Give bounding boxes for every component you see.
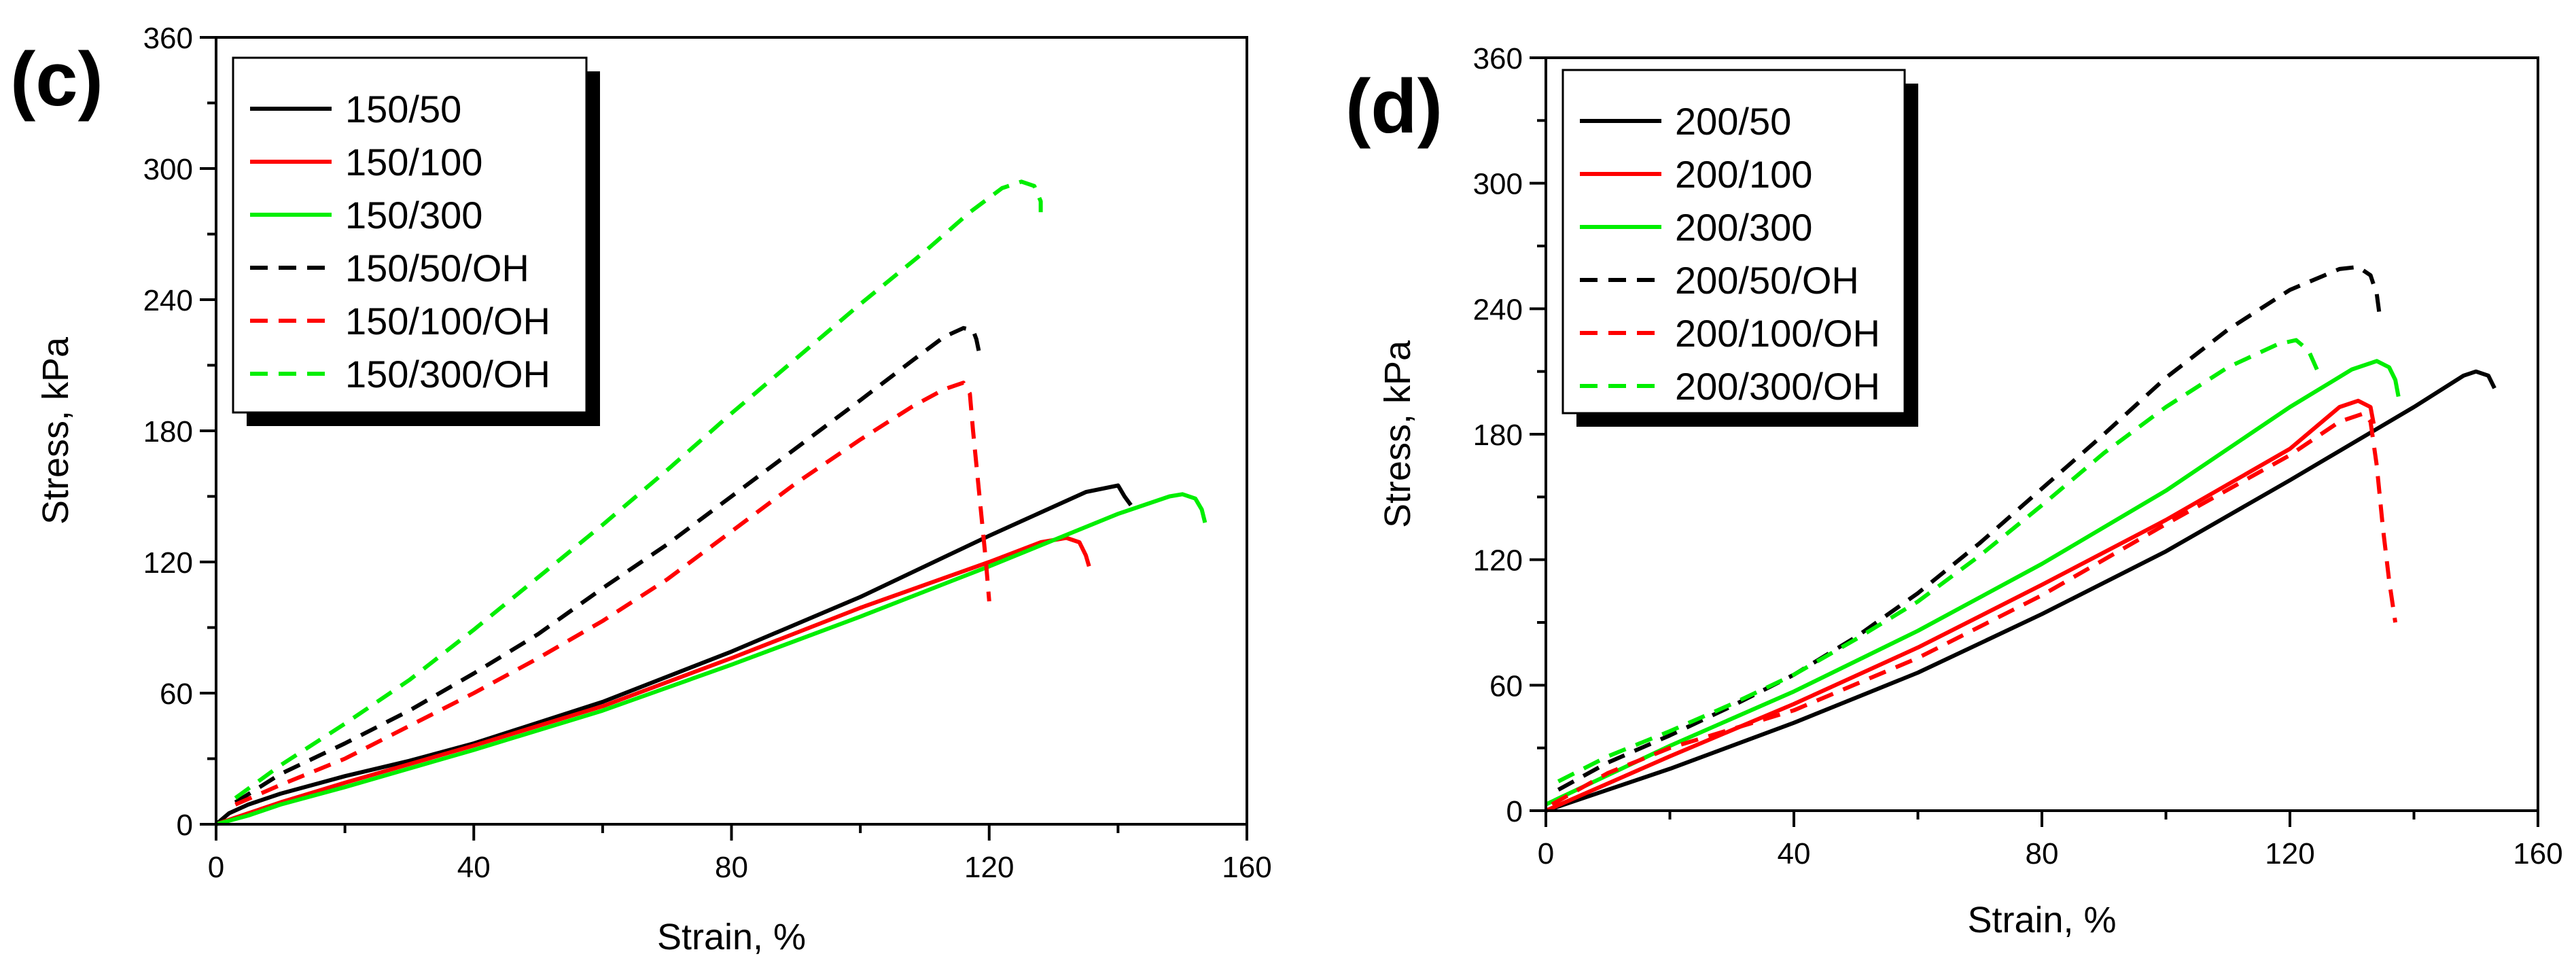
x-tick-label: 0 xyxy=(208,851,224,884)
legend-box xyxy=(232,56,588,414)
y-tick-label: 240 xyxy=(1473,293,1523,326)
y-tick-label: 120 xyxy=(1473,544,1523,578)
legend-label: 200/300/OH xyxy=(1675,365,1880,408)
x-tick-label: 80 xyxy=(2026,837,2059,870)
x-tick-label: 40 xyxy=(1778,837,1811,870)
y-tick-label: 60 xyxy=(160,677,193,711)
x-tick-label: 160 xyxy=(1222,851,1271,884)
legend: 200/50 200/100 200/300 200/50/OH 200/100/OH 2… xyxy=(1562,69,1918,427)
y-tick-label: 60 xyxy=(1489,669,1523,703)
series-line-200-300-oh xyxy=(1557,338,2320,783)
legend-label: 150/50 xyxy=(345,88,461,130)
series-line-200-50 xyxy=(1545,369,2496,813)
x-tick-label: 80 xyxy=(715,851,748,884)
panel-label: (c) xyxy=(10,37,103,122)
x-tick-label: 160 xyxy=(2513,837,2562,870)
y-axis-title: Stress, kPa xyxy=(35,336,76,525)
y-tick-label: 180 xyxy=(1473,419,1523,452)
legend-label: 200/100 xyxy=(1675,153,1812,196)
series-line-150-100 xyxy=(215,535,1091,826)
series-line-200-100 xyxy=(1545,398,2376,813)
legend-label: 150/100/OH xyxy=(345,300,550,342)
y-tick-label: 0 xyxy=(177,809,193,842)
y-tick-label: 360 xyxy=(143,22,193,55)
legend-label: 150/100 xyxy=(345,141,482,183)
series-line-150-50-oh xyxy=(234,325,982,805)
y-tick-label: 180 xyxy=(143,415,193,448)
series-line-150-300 xyxy=(215,492,1207,826)
x-axis-title: Strain, % xyxy=(1967,900,2116,940)
series-line-150-50 xyxy=(215,483,1133,826)
x-tick-label: 40 xyxy=(457,851,491,884)
y-tick-label: 300 xyxy=(143,153,193,186)
series-line-150-100-oh xyxy=(234,381,991,807)
x-tick-label: 120 xyxy=(2265,837,2314,870)
series-line-200-50-oh xyxy=(1557,264,2382,792)
y-tick-label: 240 xyxy=(143,284,193,317)
series-line-200-300 xyxy=(1545,359,2401,807)
x-tick-label: 0 xyxy=(1538,837,1554,870)
legend-label: 200/50/OH xyxy=(1675,259,1859,302)
y-axis-title: Stress, kPa xyxy=(1377,340,1418,528)
y-tick-label: 120 xyxy=(143,546,193,580)
x-tick-label: 120 xyxy=(964,851,1014,884)
series-line-200-100-oh xyxy=(1551,411,2398,807)
chart-panel-d: 0 40 80 120 160 0 60 120 180 240 300 360 Strain, % St… xyxy=(1345,42,2563,940)
panel-label: (d) xyxy=(1345,64,1443,149)
legend-label: 150/300 xyxy=(345,194,482,236)
legend-label: 200/100/OH xyxy=(1675,312,1880,355)
legend: 150/50 150/100 150/300 150/50/OH 150/100/OH 1… xyxy=(232,56,600,426)
legend-label: 200/50 xyxy=(1675,100,1791,143)
y-tick-label: 360 xyxy=(1473,42,1523,75)
y-tick-label: 0 xyxy=(1506,795,1523,828)
legend-box xyxy=(1562,69,1906,415)
legend-label: 200/300 xyxy=(1675,206,1812,249)
legend-label: 150/50/OH xyxy=(345,247,529,289)
series-line-150-300-oh xyxy=(234,179,1043,800)
x-axis-title: Strain, % xyxy=(657,917,806,957)
y-tick-label: 300 xyxy=(1473,168,1523,201)
legend-label: 150/300/OH xyxy=(345,353,550,395)
chart-panel-c: 0 40 80 120 160 0 60 120 180 240 300 360 Strain, % St… xyxy=(10,22,1272,957)
